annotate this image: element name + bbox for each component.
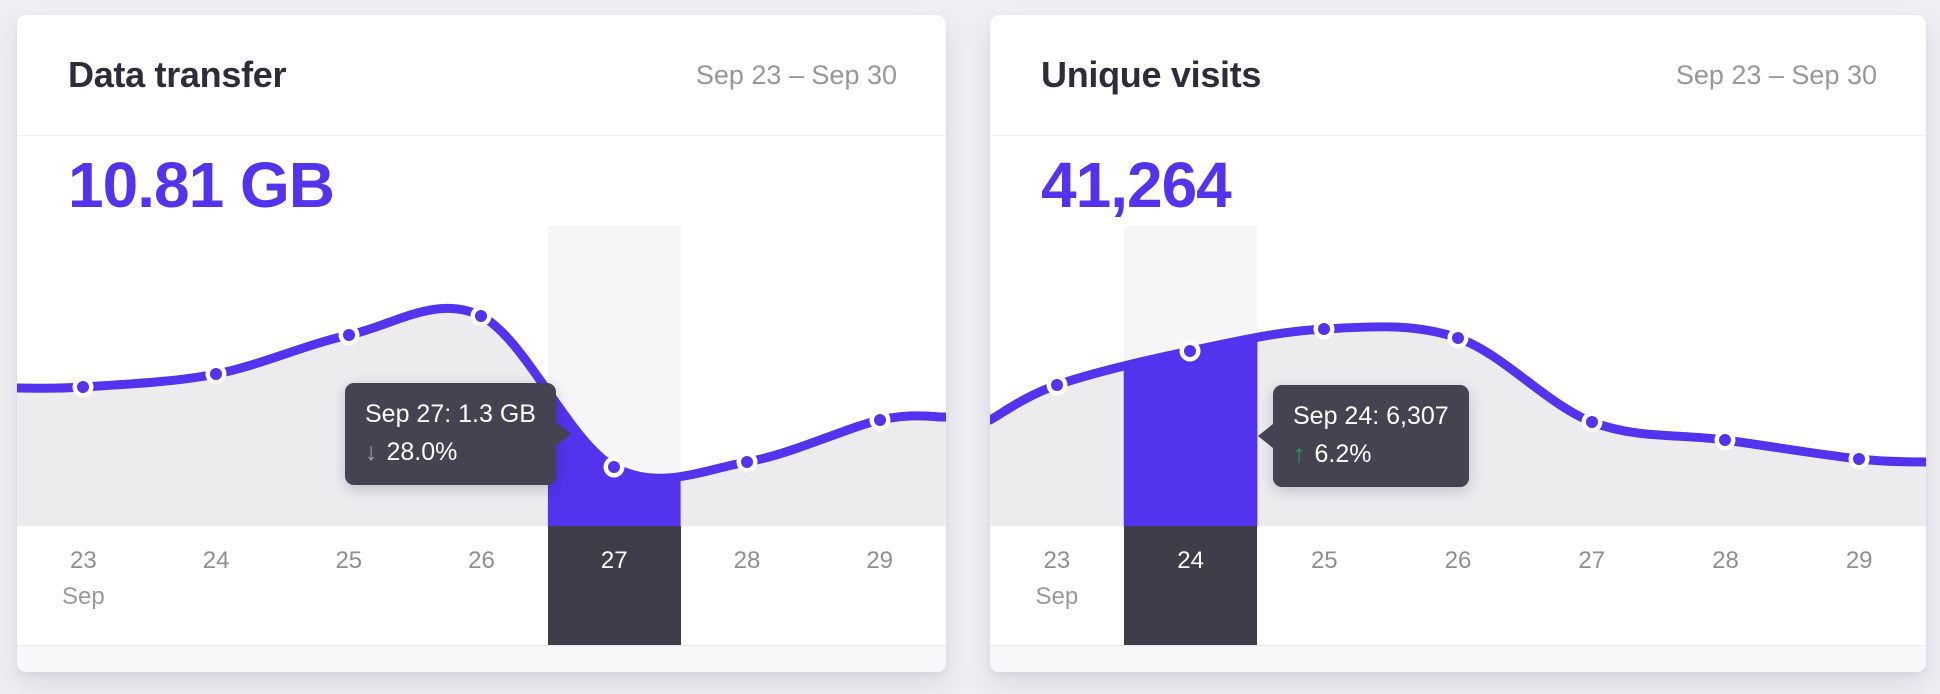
- axis-day-cell[interactable]: 29: [813, 526, 946, 645]
- card-header: Unique visits Sep 23 – Sep 30: [990, 15, 1926, 136]
- data-point-dot-center: [1719, 434, 1731, 446]
- chart-tooltip: Sep 27: 1.3 GB ↓ 28.0%: [345, 383, 571, 485]
- metric-value: 10.81 GB: [68, 149, 335, 221]
- axis-month-label: Sep: [1035, 583, 1079, 610]
- selected-area-fill: [1123, 337, 1258, 526]
- axis-day-label: 29: [866, 547, 894, 574]
- data-point-dot-center: [874, 414, 886, 426]
- axis-day-label: 24: [202, 547, 230, 574]
- data-point-dot-center: [1318, 323, 1330, 335]
- card-header: Data transfer Sep 23 – Sep 30: [17, 15, 946, 136]
- data-point-dot-center: [1853, 453, 1865, 465]
- tooltip-delta-value: 6.2%: [1314, 440, 1372, 468]
- axis-day-cell[interactable]: 26: [415, 526, 548, 645]
- axis-day-cell[interactable]: 29: [1792, 526, 1926, 645]
- x-axis: 23 Sep 24 25 26 27 28 29: [17, 526, 946, 645]
- axis-day-label: 24: [1177, 547, 1204, 574]
- axis-day-label: 25: [1310, 547, 1338, 574]
- axis-day-cell[interactable]: 23 Sep: [990, 526, 1124, 645]
- axis-day-label: 23: [70, 547, 97, 574]
- axis-day-label: 27: [1578, 547, 1606, 574]
- tooltip-value-line: Sep 24: 6,307: [1293, 402, 1449, 430]
- selected-area-fill: [547, 391, 681, 526]
- tooltip-delta-value: 28.0%: [386, 438, 458, 466]
- axis-day-label: 23: [1043, 547, 1071, 574]
- axis-day-cell[interactable]: 26: [1391, 526, 1525, 645]
- axis-day-label: 28: [733, 547, 761, 574]
- axis-day-cell[interactable]: 25: [282, 526, 415, 645]
- data-point-dot-center: [1184, 345, 1196, 357]
- data-point-dot-center: [1051, 379, 1063, 391]
- tooltip-delta-line: ↑ 6.2%: [1293, 435, 1449, 473]
- data-point-dot-center: [77, 381, 89, 393]
- card-title: Data transfer: [68, 54, 287, 95]
- axis-month-label: Sep: [62, 583, 105, 610]
- data-transfer-card: Data transfer Sep 23 – Sep 30 10.81 GB S…: [17, 15, 946, 672]
- axis-day-cell[interactable]: 27: [1525, 526, 1659, 645]
- axis-day-label: 27: [600, 547, 628, 574]
- up-arrow-icon: ↑: [1293, 440, 1306, 468]
- tooltip-delta-line: ↓ 28.0%: [365, 433, 536, 471]
- data-point-dot-center: [1452, 332, 1464, 344]
- axis-day-cell[interactable]: 23 Sep: [17, 526, 150, 645]
- axis-day-label: 28: [1712, 547, 1739, 574]
- date-range-label[interactable]: Sep 23 – Sep 30: [1675, 59, 1877, 90]
- data-point-dot-center: [1586, 416, 1598, 428]
- data-point-dot-center: [608, 461, 620, 473]
- axis-day-label: 29: [1845, 547, 1873, 574]
- down-arrow-icon: ↓: [365, 438, 378, 466]
- data-point-dot-center: [475, 310, 487, 322]
- axis-day-cell[interactable]: 27: [547, 526, 681, 645]
- x-axis: 23 Sep 24 25 26 27 28 29: [990, 526, 1926, 645]
- chart-plot-area[interactable]: Sep 27: 1.3 GB ↓ 28.0%: [17, 226, 946, 526]
- axis-day-cell[interactable]: 24: [150, 526, 283, 645]
- date-range-label[interactable]: Sep 23 – Sep 30: [695, 59, 897, 90]
- card-footer: [990, 645, 1926, 672]
- axis-day-cell[interactable]: 25: [1257, 526, 1391, 645]
- axis-day-cell[interactable]: 24: [1123, 526, 1258, 645]
- chart-plot-area[interactable]: Sep 24: 6,307 ↑ 6.2%: [990, 226, 1926, 526]
- axis-day-label: 25: [335, 547, 363, 574]
- axis-day-cell[interactable]: 28: [1659, 526, 1793, 645]
- metric-value: 41,264: [1041, 149, 1232, 221]
- data-point-dot-center: [343, 329, 355, 341]
- axis-day-cell[interactable]: 28: [681, 526, 814, 645]
- data-point-dot-center: [210, 368, 222, 380]
- card-title: Unique visits: [1041, 54, 1262, 95]
- data-point-dot-center: [741, 456, 753, 468]
- unique-visits-card: Unique visits Sep 23 – Sep 30 41,264 Sep…: [990, 15, 1926, 672]
- chart-tooltip: Sep 24: 6,307 ↑ 6.2%: [1258, 385, 1469, 487]
- card-footer: [17, 645, 946, 672]
- axis-day-label: 26: [468, 547, 495, 574]
- axis-day-label: 26: [1444, 547, 1472, 574]
- tooltip-value-line: Sep 27: 1.3 GB: [365, 400, 536, 428]
